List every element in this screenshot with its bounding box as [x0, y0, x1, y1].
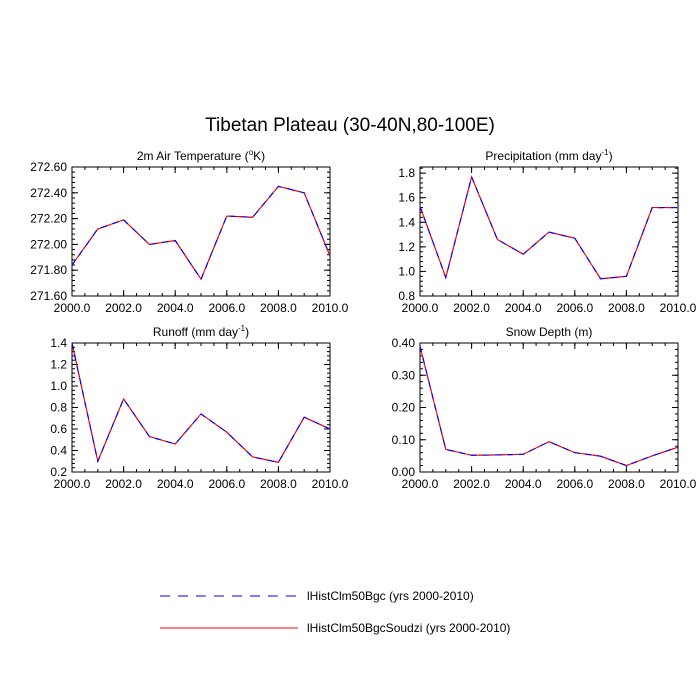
series-line-1 — [71, 342, 331, 464]
panel-4: Snow Depth (m) 2000.0 2002.0 2004.0 2006.0 20… — [392, 325, 697, 491]
x-tick-label: 2008.0 — [260, 301, 297, 315]
series-line-1 — [71, 185, 331, 281]
x-tick-label: 2010.0 — [660, 301, 697, 315]
series-line-1-overlay — [419, 175, 678, 280]
series-line-2 — [419, 346, 679, 467]
x-tick-label: 2010.0 — [660, 477, 697, 491]
panel-title: Runoff (mm day-1) — [153, 324, 249, 339]
panel-title-text: Runoff (mm day — [153, 325, 238, 339]
panel-title-text: ) — [609, 149, 613, 163]
y-tick-label: 272.20 — [30, 212, 67, 226]
x-tick-label: 2006.0 — [556, 301, 593, 315]
x-tick-label: 2010.0 — [312, 301, 349, 315]
y-tick-label: 1.0 — [398, 264, 415, 278]
panel-title-text: ) — [245, 325, 249, 339]
y-tick-label: 1.2 — [50, 358, 67, 372]
x-tick-label: 2000.0 — [402, 301, 439, 315]
x-tick-label: 2006.0 — [208, 477, 245, 491]
series-line-2 — [71, 185, 331, 281]
series-line-1-overlay — [71, 185, 331, 281]
y-tick-label: 271.60 — [30, 289, 67, 303]
plot-frame — [419, 166, 679, 297]
x-tick-label: 2000.0 — [54, 301, 91, 315]
y-tick-label: 1.4 — [50, 336, 67, 350]
y-tick-label: 0.6 — [50, 422, 67, 436]
x-tick-label: 2002.0 — [453, 301, 490, 315]
x-tick-label: 2002.0 — [453, 477, 490, 491]
series-line-2 — [419, 175, 678, 280]
y-tick-label: 272.40 — [30, 186, 67, 200]
y-tick-label: 1.0 — [50, 379, 67, 393]
x-tick-label: 2004.0 — [505, 477, 542, 491]
panel-title: 2m Air Temperature (oK) — [137, 148, 265, 163]
y-tick-label: 0.2 — [50, 465, 67, 479]
y-tick-label: 0.00 — [392, 465, 416, 479]
plot-frame — [71, 166, 331, 297]
y-tick-label: 1.6 — [398, 191, 415, 205]
panel-title-superscript: -1 — [601, 148, 609, 157]
y-tick-label: 0.8 — [50, 401, 67, 415]
x-tick-label: 2004.0 — [505, 301, 542, 315]
y-tick-label: 272.60 — [30, 160, 67, 174]
y-tick-label: 0.20 — [392, 401, 416, 415]
x-tick-label: 2004.0 — [157, 477, 194, 491]
series-line-2 — [71, 342, 331, 464]
plot-frame — [71, 342, 331, 473]
legend-label-1: lHistClm50Bgc (yrs 2000-2010) — [307, 589, 474, 603]
panel-2: Precipitation (mm day-1) 2000.0 2002.0 2004… — [398, 148, 696, 315]
panel-title-text: Precipitation (mm day — [485, 149, 601, 163]
series-line-1-overlay — [419, 346, 679, 467]
y-tick-label: 0.30 — [392, 368, 416, 382]
x-tick-label: 2006.0 — [208, 301, 245, 315]
legend-label-2: lHistClm50BgcSoudzi (yrs 2000-2010) — [307, 621, 510, 635]
panel-title: Snow Depth (m) — [506, 325, 593, 339]
x-tick-label: 2002.0 — [105, 477, 142, 491]
y-tick-label: 271.80 — [30, 263, 67, 277]
series-line-1 — [419, 346, 679, 467]
panel-title-text: K) — [253, 149, 265, 163]
y-tick-label: 0.4 — [50, 444, 67, 458]
panel-3: Runoff (mm day-1) 2000.0 2002.0 2004.0 2006.… — [50, 324, 348, 491]
y-tick-label: 1.8 — [398, 166, 415, 180]
x-tick-label: 2000.0 — [402, 477, 439, 491]
x-tick-label: 2000.0 — [54, 477, 91, 491]
x-tick-label: 2006.0 — [556, 477, 593, 491]
x-tick-label: 2002.0 — [105, 301, 142, 315]
series-line-1-overlay — [71, 342, 331, 464]
panel-title-superscript: -1 — [238, 324, 246, 333]
x-tick-label: 2008.0 — [608, 301, 645, 315]
panels: 2m Air Temperature (oK) 2000.0 2002.0 2004.… — [30, 148, 696, 491]
y-tick-label: 0.10 — [392, 433, 416, 447]
panel-title-superscript: o — [249, 148, 254, 157]
x-tick-label: 2008.0 — [260, 477, 297, 491]
x-tick-label: 2008.0 — [608, 477, 645, 491]
y-tick-label: 0.40 — [392, 336, 416, 350]
panel-1: 2m Air Temperature (oK) 2000.0 2002.0 2004.… — [30, 148, 348, 315]
panel-title-text: Snow Depth (m) — [506, 325, 593, 339]
panel-title-text: 2m Air Temperature ( — [137, 149, 249, 163]
legend: lHistClm50Bgc (yrs 2000-2010) lHistClm50B… — [160, 589, 510, 635]
y-tick-label: 0.8 — [398, 289, 415, 303]
x-tick-label: 2010.0 — [312, 477, 349, 491]
panel-title: Precipitation (mm day-1) — [485, 148, 612, 163]
x-tick-label: 2004.0 — [157, 301, 194, 315]
y-tick-label: 272.00 — [30, 237, 67, 251]
y-tick-label: 1.2 — [398, 240, 415, 254]
figure-title: Tibetan Plateau (30-40N,80-100E) — [205, 115, 495, 136]
y-tick-label: 1.4 — [398, 215, 415, 229]
